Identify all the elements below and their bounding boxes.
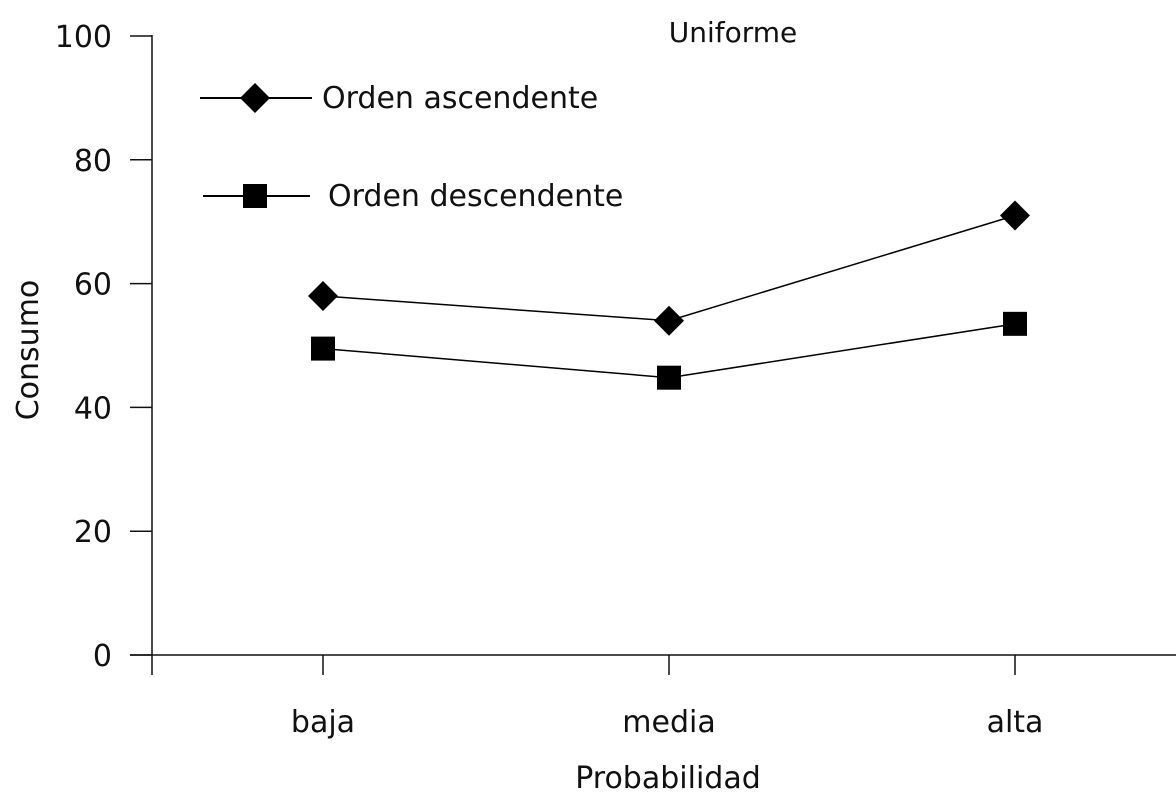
y-tick-label: 0 <box>93 639 112 674</box>
legend-item: Orden ascendente <box>200 81 598 116</box>
y-ticks: 0 20 40 60 80 100 <box>55 20 152 674</box>
y-tick-label: 80 <box>74 144 112 179</box>
diamond-marker <box>654 305 684 336</box>
y-tick-label: 20 <box>74 515 112 550</box>
series-1 <box>308 200 1030 336</box>
axes <box>130 35 1176 675</box>
x-tick-label: media <box>622 705 715 740</box>
y-tick-label: 60 <box>74 268 112 303</box>
series-line <box>322 214 1016 322</box>
chart-title: Uniforme <box>669 16 798 49</box>
x-axis-title: Probabilidad <box>575 761 761 792</box>
diamond-marker <box>308 280 338 311</box>
legend-square-marker <box>243 184 267 208</box>
series-layer <box>308 200 1030 390</box>
x-tick-label: baja <box>291 705 355 740</box>
square-marker <box>311 336 335 361</box>
y-tick-label: 100 <box>55 20 112 55</box>
y-axis-title: Consumo <box>11 280 46 421</box>
legend-label: Orden ascendente <box>322 81 598 116</box>
legend-label: Orden descendente <box>328 179 623 214</box>
legend-item: Orden descendente <box>203 179 623 214</box>
square-marker <box>657 365 681 390</box>
legend-diamond-marker <box>240 83 270 113</box>
diamond-marker <box>1000 200 1030 231</box>
y-tick-label: 40 <box>74 391 112 426</box>
series-2 <box>311 311 1027 390</box>
legend: Orden ascendente Orden descendente <box>200 81 623 214</box>
x-ticks: baja media alta <box>291 655 1044 740</box>
square-marker <box>1003 311 1027 336</box>
x-tick-label: alta <box>987 705 1044 740</box>
